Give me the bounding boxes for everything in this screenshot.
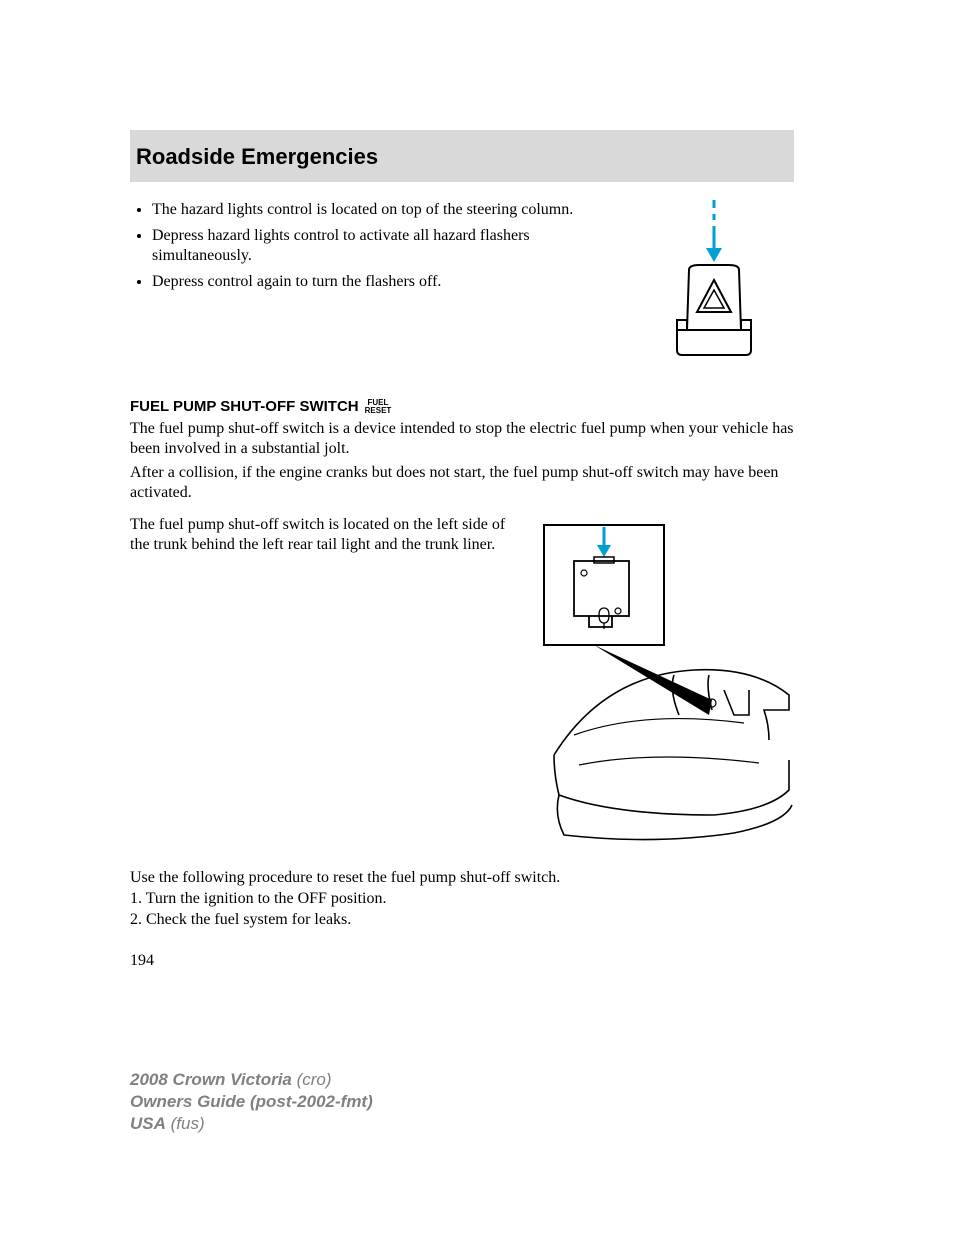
footer-line-3: USA (fus): [130, 1113, 373, 1135]
footer-line-1: 2008 Crown Victoria (cro): [130, 1069, 373, 1091]
section-title: Roadside Emergencies: [136, 144, 782, 170]
fuel-badge-bottom: RESET: [365, 407, 392, 415]
fuel-location-text: The fuel pump shut-off switch is located…: [130, 515, 516, 850]
fuel-reset-badge: FUEL RESET: [365, 399, 392, 415]
reset-step-2: 2. Check the fuel system for leaks.: [130, 910, 794, 931]
reset-step-1: 1. Turn the ignition to the OFF position…: [130, 889, 794, 910]
hazard-bullet-list: The hazard lights control is located on …: [130, 200, 604, 370]
footer-line-2: Owners Guide (post-2002-fmt): [130, 1091, 373, 1113]
fuel-intro-1: The fuel pump shut-off switch is a devic…: [130, 419, 794, 459]
footer-guide: Owners Guide (post-2002-fmt): [130, 1092, 373, 1111]
fuel-location-section: The fuel pump shut-off switch is located…: [130, 515, 794, 850]
page-content: Roadside Emergencies The hazard lights c…: [0, 0, 954, 1030]
hazard-button-icon: [654, 200, 774, 370]
fuel-subheading: FUEL PUMP SHUT-OFF SWITCH FUEL RESET: [130, 398, 794, 415]
hazard-section: The hazard lights control is located on …: [130, 200, 794, 370]
section-header-bar: Roadside Emergencies: [130, 130, 794, 182]
list-item: Depress control again to turn the flashe…: [152, 272, 604, 292]
footer-region: USA: [130, 1114, 166, 1133]
hazard-button-figure: [634, 200, 794, 370]
fuel-heading-text: FUEL PUMP SHUT-OFF SWITCH: [130, 398, 359, 415]
footer-code-1: (cro): [297, 1070, 332, 1089]
footer-code-3: (fus): [171, 1114, 205, 1133]
fuel-switch-diagram-icon: [534, 515, 794, 845]
list-item: The hazard lights control is located on …: [152, 200, 604, 220]
footer-block: 2008 Crown Victoria (cro) Owners Guide (…: [130, 1069, 373, 1135]
fuel-switch-figure: [534, 515, 794, 850]
list-item: Depress hazard lights control to activat…: [152, 226, 604, 266]
reset-intro: Use the following procedure to reset the…: [130, 868, 794, 889]
fuel-intro-2: After a collision, if the engine cranks …: [130, 463, 794, 503]
reset-procedure: Use the following procedure to reset the…: [130, 868, 794, 930]
footer-vehicle: 2008 Crown Victoria: [130, 1070, 292, 1089]
page-number: 194: [130, 952, 794, 970]
